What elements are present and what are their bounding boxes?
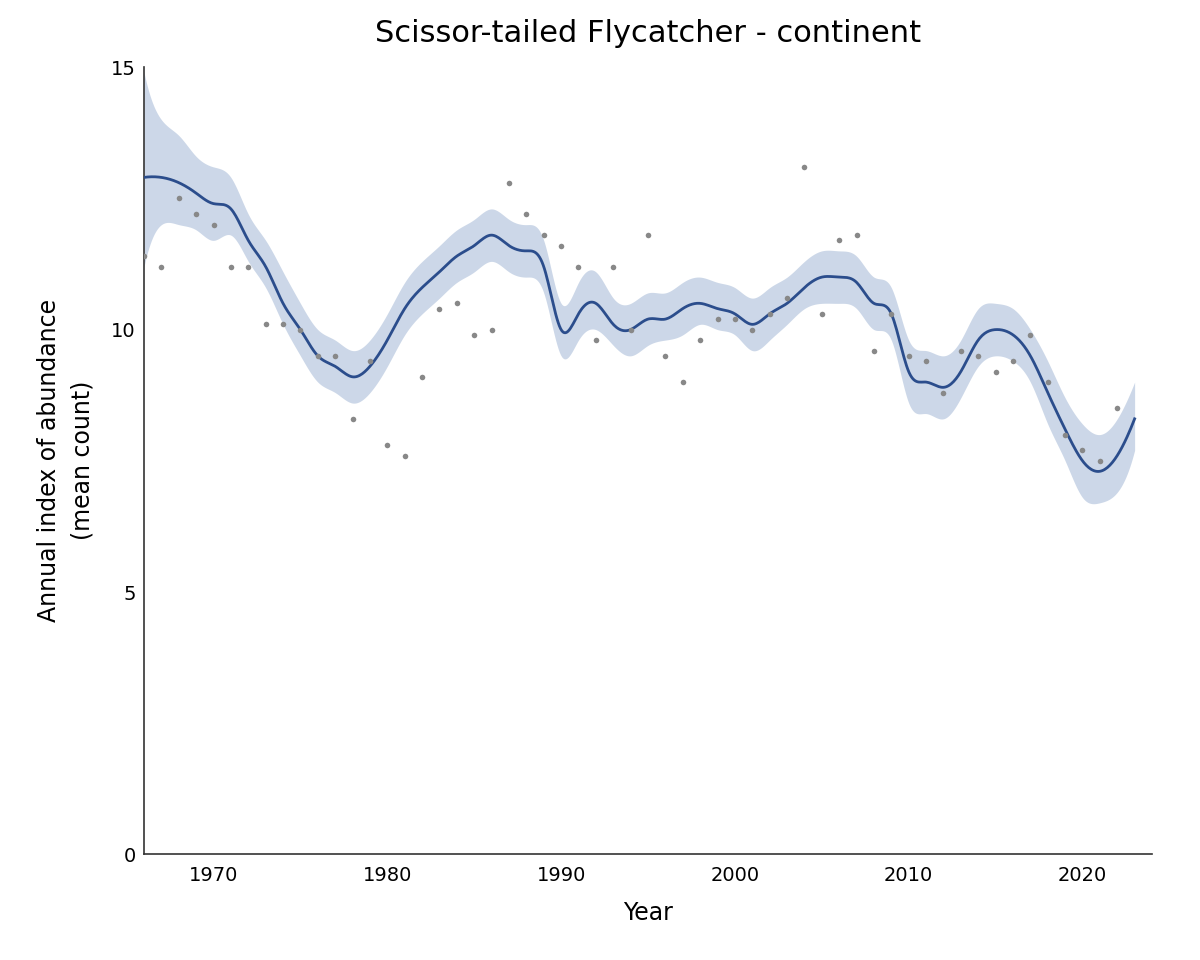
Point	[673, 374, 692, 390]
Point	[725, 311, 744, 326]
Point	[587, 332, 606, 348]
Point	[517, 206, 536, 222]
Point	[1038, 374, 1057, 390]
Y-axis label: Annual index of abundance
(mean count): Annual index of abundance (mean count)	[37, 300, 94, 622]
Point	[917, 353, 936, 369]
Title: Scissor-tailed Flycatcher - continent: Scissor-tailed Flycatcher - continent	[374, 19, 922, 48]
Point	[151, 259, 170, 275]
Point	[290, 322, 310, 337]
Point	[343, 411, 362, 426]
Point	[1003, 353, 1022, 369]
Point	[899, 348, 918, 364]
Point	[325, 348, 344, 364]
Point	[864, 343, 883, 358]
Point	[1021, 327, 1040, 343]
Point	[186, 206, 205, 222]
Point	[378, 438, 397, 453]
Point	[604, 259, 623, 275]
Point	[655, 348, 674, 364]
Point	[552, 238, 571, 253]
Point	[708, 311, 727, 326]
Point	[395, 448, 414, 464]
Point	[239, 259, 258, 275]
Point	[1073, 443, 1092, 458]
Point	[221, 259, 240, 275]
Point	[360, 353, 379, 369]
Point	[256, 317, 275, 332]
Point	[622, 322, 641, 337]
Point	[534, 228, 553, 243]
Point	[829, 232, 848, 248]
Point	[448, 296, 467, 311]
Point	[499, 175, 518, 190]
Point	[482, 322, 502, 337]
Point	[134, 249, 154, 264]
Point	[760, 306, 779, 322]
Point	[778, 291, 797, 306]
Point	[986, 364, 1006, 379]
Point	[743, 322, 762, 337]
Point	[968, 348, 988, 364]
Point	[882, 306, 901, 322]
Point	[934, 385, 953, 400]
Point	[812, 306, 832, 322]
Point	[274, 317, 293, 332]
Point	[308, 348, 328, 364]
Point	[464, 327, 484, 343]
Point	[638, 228, 658, 243]
Point	[430, 300, 449, 316]
Point	[794, 159, 814, 175]
Point	[847, 228, 866, 243]
Point	[204, 217, 223, 232]
Point	[169, 191, 188, 206]
X-axis label: Year: Year	[623, 901, 673, 925]
Point	[1108, 400, 1127, 416]
Point	[1091, 453, 1110, 468]
Point	[690, 332, 709, 348]
Point	[1056, 427, 1075, 443]
Point	[952, 343, 971, 358]
Point	[569, 259, 588, 275]
Point	[413, 370, 432, 385]
